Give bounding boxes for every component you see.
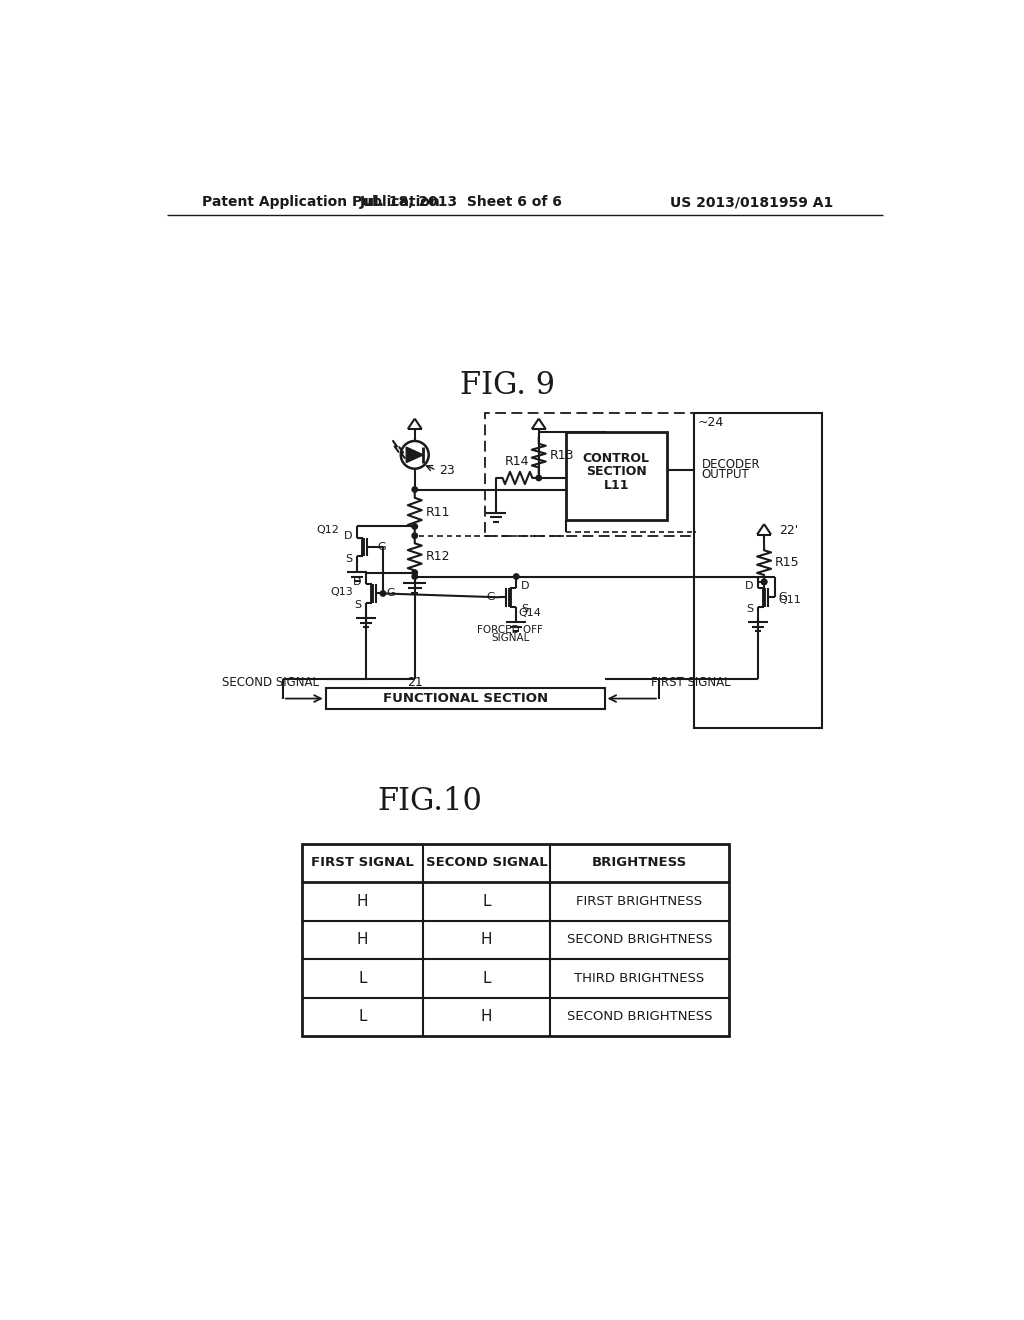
Circle shape [412,570,418,576]
Text: THIRD BRIGHTNESS: THIRD BRIGHTNESS [574,972,705,985]
Text: Q14: Q14 [518,607,542,618]
Text: L: L [482,972,490,986]
Text: SECOND SIGNAL: SECOND SIGNAL [222,676,319,689]
Circle shape [380,591,386,597]
Text: S: S [746,603,754,614]
Text: L11: L11 [603,479,629,492]
Bar [484,412,693,536]
Text: SECTION: SECTION [586,465,646,478]
Text: DECODER: DECODER [701,458,760,471]
Polygon shape [407,447,423,462]
Text: D: D [353,577,361,587]
Text: US 2013/0181959 A1: US 2013/0181959 A1 [671,195,834,210]
Text: 21: 21 [407,676,423,689]
Text: R11: R11 [426,506,451,519]
Circle shape [412,574,418,579]
Text: FIRST BRIGHTNESS: FIRST BRIGHTNESS [577,895,702,908]
Text: SECOND SIGNAL: SECOND SIGNAL [426,857,547,870]
Text: FUNCTIONAL SECTION: FUNCTIONAL SECTION [383,692,548,705]
Circle shape [412,487,418,492]
Text: S: S [521,603,528,614]
Text: H: H [480,932,493,948]
Text: D: D [343,531,352,541]
Text: Q13: Q13 [330,587,352,597]
Text: FIRST SIGNAL: FIRST SIGNAL [311,857,414,870]
Text: SECOND BRIGHTNESS: SECOND BRIGHTNESS [566,1010,713,1023]
Text: D: D [521,581,529,591]
Text: 22': 22' [779,524,799,537]
Text: FIG.10: FIG.10 [378,785,482,817]
Circle shape [762,579,767,585]
Text: G: G [779,593,787,602]
Text: R12: R12 [426,550,451,564]
Text: G: G [486,593,496,602]
Text: BRIGHTNESS: BRIGHTNESS [592,857,687,870]
Bar [302,843,729,1036]
Text: L: L [358,972,367,986]
Text: FIG. 9: FIG. 9 [460,370,555,401]
Text: G: G [378,543,386,552]
Text: ~24: ~24 [697,416,724,429]
Bar [693,412,821,729]
Bar [566,432,667,520]
Circle shape [412,524,418,529]
Text: L: L [358,1010,367,1024]
Circle shape [536,475,542,480]
Text: Jul. 18, 2013  Sheet 6 of 6: Jul. 18, 2013 Sheet 6 of 6 [359,195,562,210]
Text: S: S [345,554,352,564]
Text: Q11: Q11 [779,594,802,605]
Text: R14: R14 [505,455,529,469]
Text: H: H [356,932,369,948]
Circle shape [412,533,418,539]
Text: CONTROL: CONTROL [583,453,650,465]
Text: 23: 23 [439,463,456,477]
Circle shape [514,574,519,579]
Text: D: D [744,581,754,591]
Text: Q12: Q12 [316,525,340,536]
Text: SIGNAL: SIGNAL [490,634,529,643]
Bar [326,688,604,709]
Text: H: H [480,1010,493,1024]
Text: L: L [482,894,490,909]
Text: H: H [356,894,369,909]
Text: G: G [387,589,395,598]
Text: S: S [354,601,361,610]
Text: SECOND BRIGHTNESS: SECOND BRIGHTNESS [566,933,713,946]
Text: Patent Application Publication: Patent Application Publication [202,195,439,210]
Text: FORCED OFF: FORCED OFF [477,624,543,635]
Text: FIRST SIGNAL: FIRST SIGNAL [651,676,731,689]
Text: R13: R13 [550,449,574,462]
Text: OUTPUT: OUTPUT [701,469,750,482]
Text: R15: R15 [775,556,800,569]
Circle shape [762,579,767,585]
